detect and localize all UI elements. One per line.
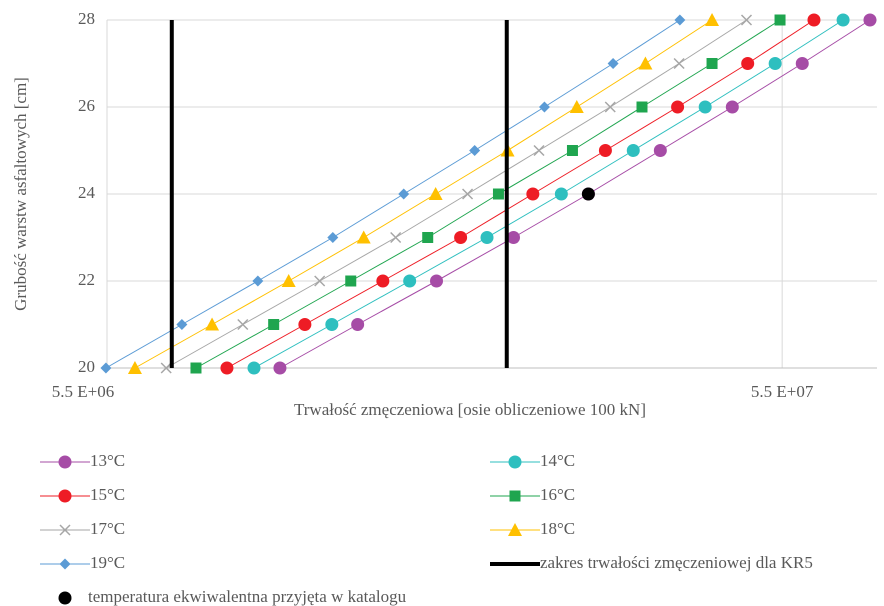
- data-point: [268, 319, 280, 330]
- data-point: [430, 274, 444, 288]
- data-point: [345, 275, 357, 287]
- legend-label: 18°C: [540, 519, 575, 538]
- data-point: [492, 188, 504, 200]
- data-point: [314, 275, 326, 287]
- y-tick-label: 26: [78, 96, 95, 115]
- data-point: [327, 232, 339, 243]
- legend-label: zakres trwałości zmęczeniowej dla KR5: [540, 553, 813, 572]
- data-point: [705, 13, 720, 26]
- y-axis-label: Grubość warstw asfaltowych [cm]: [11, 77, 30, 311]
- legend-marker: [58, 489, 72, 503]
- y-tick-label: 28: [78, 9, 95, 28]
- data-point: [205, 317, 220, 331]
- data-point: [506, 231, 520, 244]
- data-point: [100, 362, 112, 374]
- data-point: [741, 57, 755, 70]
- legend-label: 13°C: [90, 451, 125, 470]
- data-point: [581, 187, 595, 201]
- data-point: [273, 361, 287, 375]
- x-tick-label: 5.5 E+06: [52, 382, 114, 401]
- data-point: [298, 318, 312, 331]
- x-axis-label: Trwałość zmęczeniowa [osie obliczeniowe …: [294, 400, 646, 419]
- data-point: [247, 361, 261, 375]
- data-point: [376, 274, 390, 288]
- data-point: [653, 144, 667, 157]
- data-point: [604, 101, 616, 113]
- legend-label: temperatura ekwiwalentna przyjęta w kata…: [88, 587, 407, 606]
- legend-marker: [508, 523, 522, 536]
- data-point: [598, 144, 612, 157]
- legend-marker: [59, 524, 71, 536]
- legend-label: 16°C: [540, 485, 575, 504]
- data-point: [190, 362, 202, 374]
- data-point: [220, 361, 234, 375]
- data-point: [607, 58, 619, 69]
- data-point: [863, 13, 877, 27]
- data-point: [554, 187, 568, 201]
- legend-marker: [58, 591, 72, 605]
- data-point: [638, 56, 653, 70]
- data-point: [454, 231, 468, 244]
- data-point: [538, 101, 550, 113]
- data-point: [390, 231, 402, 244]
- y-tick-label: 20: [78, 357, 95, 376]
- data-point: [807, 13, 821, 27]
- data-point: [127, 361, 142, 374]
- data-point: [428, 187, 443, 200]
- data-point: [252, 275, 264, 287]
- data-point: [281, 274, 296, 287]
- data-point: [351, 318, 365, 331]
- data-point: [671, 100, 685, 114]
- legend-marker: [508, 455, 522, 469]
- data-point: [176, 319, 188, 330]
- data-point: [566, 145, 578, 156]
- data-point: [526, 187, 540, 201]
- legend-marker: [59, 558, 71, 570]
- data-point: [795, 57, 809, 70]
- data-point: [356, 230, 371, 244]
- data-point: [626, 144, 640, 157]
- data-point: [398, 188, 410, 200]
- data-point: [725, 100, 739, 114]
- series-line: [169, 20, 509, 368]
- data-point: [768, 57, 782, 70]
- data-point: [774, 14, 786, 26]
- y-tick-label: 24: [78, 183, 96, 202]
- legend-marker: [509, 490, 521, 502]
- data-point: [237, 318, 249, 331]
- data-point: [673, 57, 685, 70]
- data-point: [160, 362, 172, 374]
- data-point: [836, 13, 850, 27]
- data-point: [533, 144, 545, 157]
- data-point: [569, 100, 584, 113]
- data-point: [706, 58, 718, 69]
- x-tick-label: 5.5 E+07: [751, 382, 814, 401]
- data-point: [636, 101, 648, 113]
- legend-label: 14°C: [540, 451, 575, 470]
- data-point: [422, 232, 434, 243]
- legend-label: 17°C: [90, 519, 125, 538]
- data-point: [480, 231, 494, 244]
- data-point: [698, 100, 712, 114]
- data-point: [740, 14, 753, 26]
- data-point: [325, 318, 339, 331]
- data-point: [469, 145, 481, 156]
- data-point: [462, 188, 474, 200]
- data-point: [674, 14, 686, 26]
- legend-marker: [58, 455, 72, 469]
- legend-label: 19°C: [90, 553, 125, 572]
- legend-label: 15°C: [90, 485, 125, 504]
- data-point: [403, 274, 417, 288]
- y-tick-label: 22: [78, 270, 95, 289]
